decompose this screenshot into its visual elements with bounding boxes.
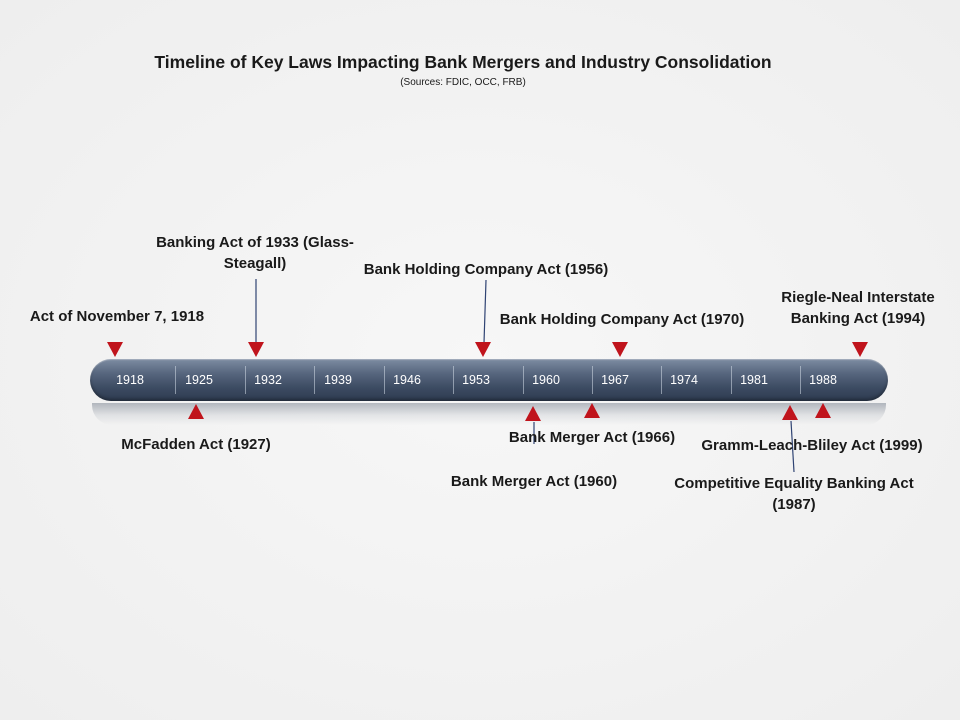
event-label: McFadden Act (1927) (121, 436, 271, 453)
tick-separator (453, 366, 454, 394)
marker-up-1987 (782, 405, 798, 420)
event-label: Bank Holding Company Act (1970) (499, 311, 745, 328)
axis-tick-label: 1918 (116, 373, 144, 387)
tick-separator (245, 366, 246, 394)
tick-separator (731, 366, 732, 394)
marker-down-1994 (852, 342, 868, 357)
event-label: Gramm-Leach-Bliley Act (1999) (701, 437, 923, 454)
event-label: Bank Merger Act (1960) (450, 473, 618, 490)
axis-tick-label: 1946 (393, 373, 421, 387)
marker-down-1970 (612, 342, 628, 357)
chart-title: Timeline of Key Laws Impacting Bank Merg… (154, 52, 772, 72)
axis-tick-label: 1981 (740, 373, 768, 387)
axis-tick-label: 1939 (324, 373, 352, 387)
tick-separator (384, 366, 385, 394)
axis-tick-label: 1932 (254, 373, 282, 387)
tick-separator (523, 366, 524, 394)
chart-subtitle: (Sources: FDIC, OCC, FRB) (400, 77, 526, 88)
event-label: Bank Holding Company Act (1956) (363, 261, 609, 278)
tick-separator (314, 366, 315, 394)
marker-up-1960 (525, 406, 541, 421)
marker-down-1933 (248, 342, 264, 357)
event-label: Riegle-Neal Interstate Banking Act (1994… (781, 289, 935, 327)
axis-tick-label: 1925 (185, 373, 213, 387)
timeline-bar: 1918 1925 1932 1939 1946 1953 1960 1967 … (90, 359, 888, 401)
axis-tick-label: 1960 (532, 373, 560, 387)
tick-separator (175, 366, 176, 394)
tick-separator (661, 366, 662, 394)
marker-up-1927 (188, 404, 204, 419)
marker-up-1966 (584, 403, 600, 418)
event-label: Act of November 7, 1918 (29, 308, 205, 325)
axis-tick-label: 1974 (670, 373, 698, 387)
marker-down-1918 (107, 342, 123, 357)
connector-line (483, 279, 487, 344)
event-label: Bank Merger Act (1966) (508, 429, 676, 446)
marker-down-1956 (475, 342, 491, 357)
timeline-bar-reflection (92, 403, 886, 425)
tick-separator (800, 366, 801, 394)
axis-tick-label: 1967 (601, 373, 629, 387)
event-label: Competitive Equality Banking Act (1987) (674, 475, 914, 513)
event-label: Banking Act of 1933 (Glass- Steagall) (156, 234, 354, 272)
axis-tick-label: 1988 (809, 373, 837, 387)
marker-up-1999 (815, 403, 831, 418)
tick-separator (592, 366, 593, 394)
axis-tick-label: 1953 (462, 373, 490, 387)
connector-line (790, 420, 795, 473)
